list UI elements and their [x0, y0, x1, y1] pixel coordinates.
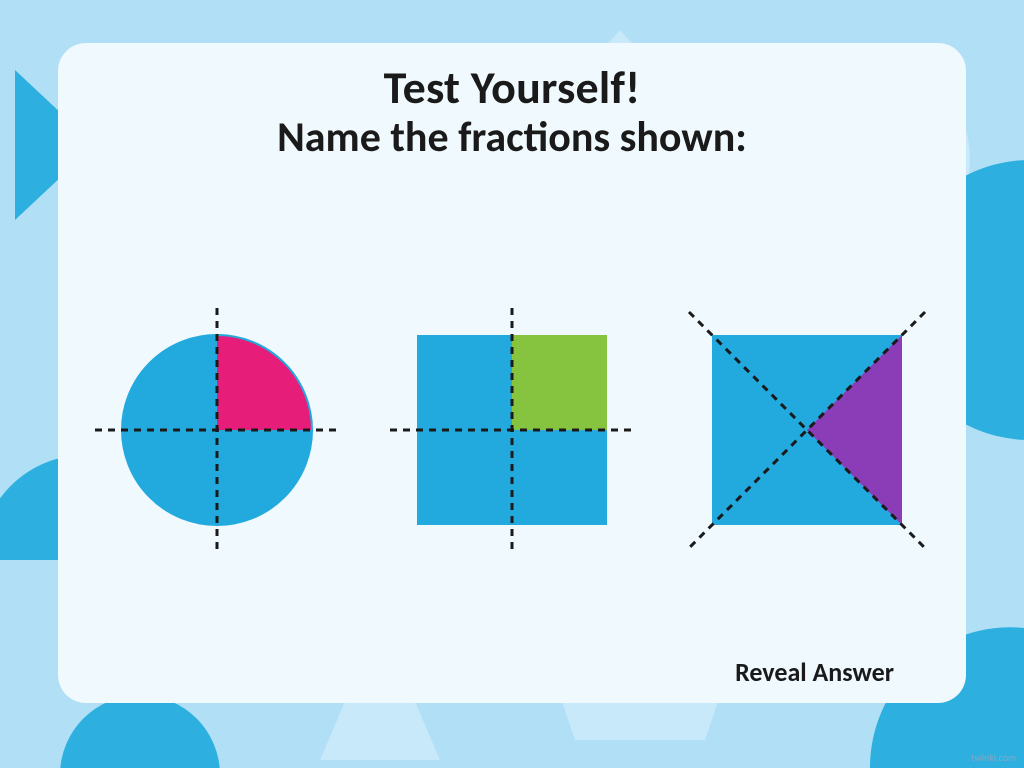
fraction-shapes-row — [0, 290, 1024, 570]
title-block: Test Yourself! Name the fractions shown: — [0, 60, 1024, 163]
footer-watermark: twinkl.com — [971, 751, 1016, 764]
fraction-circle — [77, 290, 357, 570]
fraction-square-x — [667, 290, 947, 570]
reveal-answer-button[interactable]: Reveal Answer — [735, 656, 894, 688]
fraction-square-plus — [372, 290, 652, 570]
title-line-2: Name the fractions shown: — [0, 112, 1024, 163]
title-line-1: Test Yourself! — [0, 60, 1024, 116]
